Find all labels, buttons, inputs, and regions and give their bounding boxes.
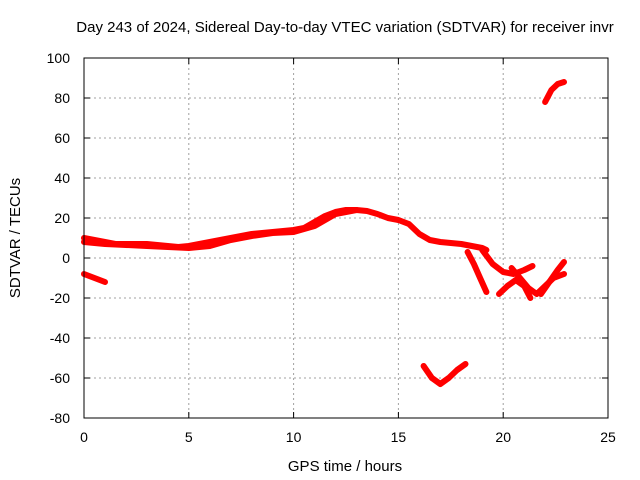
y-axis-label: SDTVAR / TECUs (7, 178, 24, 298)
y-tick-label: 60 (54, 130, 70, 146)
x-tick-label: 20 (495, 429, 511, 445)
y-tick-label: -20 (50, 290, 70, 306)
y-tick-label: -60 (50, 370, 70, 386)
series-line-track-b (81, 207, 360, 251)
y-tick-label: 100 (47, 50, 71, 66)
series-line-track-j (542, 79, 567, 105)
x-tick-label: 15 (391, 429, 407, 445)
y-tick-label: -40 (50, 330, 70, 346)
x-tick-labels: 0 5 10 15 20 25 (80, 429, 616, 445)
y-tick-label: 0 (62, 250, 70, 266)
plot-frame (83, 57, 609, 419)
y-tick-label: 40 (54, 170, 70, 186)
grid (84, 58, 608, 418)
y-tick-label: 20 (54, 210, 70, 226)
y-tick-labels: -80 -60 -40 -20 0 20 40 60 80 100 (47, 50, 71, 426)
x-axis-label: GPS time / hours (288, 458, 402, 475)
chart-title: Day 243 of 2024, Sidereal Day-to-day VTE… (76, 19, 613, 36)
series-layer (81, 79, 567, 387)
x-tick-label: 0 (80, 429, 88, 445)
x-tick-label: 10 (286, 429, 302, 445)
y-tick-label: 80 (54, 90, 70, 106)
y-tick-label: -80 (50, 410, 70, 426)
series-line-track-h (537, 259, 567, 297)
x-tick-label: 5 (185, 429, 193, 445)
series-line-track-c (81, 271, 108, 285)
x-tick-label: 25 (600, 429, 616, 445)
series-line-track-i (420, 361, 469, 387)
series-line-track-d (464, 249, 490, 295)
series-line-track-e (479, 247, 536, 277)
